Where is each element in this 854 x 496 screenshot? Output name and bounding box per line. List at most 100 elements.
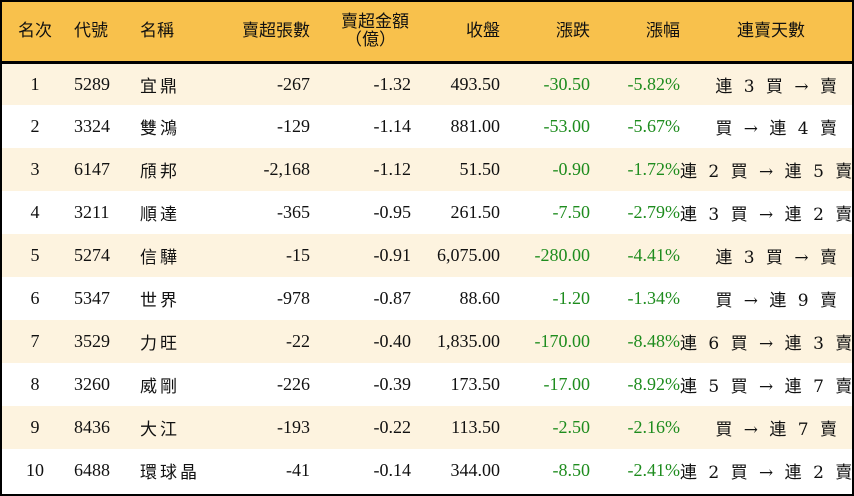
header-name: 名稱 xyxy=(136,2,218,64)
header-row: 名次 代號 名稱 賣超張數 賣超金額 （億） 收盤 漲跌 漲幅 連賣天數 xyxy=(2,2,852,64)
cell-change-pct: -8.48% xyxy=(627,331,681,351)
cell-code: 3324 xyxy=(74,116,110,136)
table-row: 3 6147 頎邦 -2,168 -1.12 51.50 -0.90 -1.72… xyxy=(2,148,852,191)
cell-change: -1.20 xyxy=(552,288,591,308)
cell-change-pct: -4.41% xyxy=(627,245,681,265)
header-sell-amount: 賣超金額 （億） xyxy=(310,2,411,64)
cell-sell-shares: -226 xyxy=(277,374,310,394)
cell-name: 環球晶 xyxy=(140,463,200,483)
cell-rank: 3 xyxy=(30,159,40,179)
cell-streak: 連 2 買 → 連 2 賣 xyxy=(680,463,854,483)
table-row: 8 3260 威剛 -226 -0.39 173.50 -17.00 -8.92… xyxy=(2,363,852,406)
cell-code: 6488 xyxy=(74,460,110,480)
cell-sell-shares: -267 xyxy=(277,73,310,94)
cell-sell-amount: -0.22 xyxy=(373,417,412,437)
cell-name: 順達 xyxy=(140,205,180,225)
cell-code: 3211 xyxy=(74,202,110,222)
cell-name: 信驊 xyxy=(140,248,180,268)
header-sell-amount-line2: （億） xyxy=(345,30,396,51)
cell-close: 261.50 xyxy=(450,202,501,222)
cell-change: -53.00 xyxy=(543,116,591,136)
cell-sell-shares: -365 xyxy=(277,202,310,222)
cell-close: 6,075.00 xyxy=(437,245,500,265)
cell-sell-amount: -0.39 xyxy=(373,374,412,394)
cell-change: -0.90 xyxy=(552,159,591,179)
cell-rank: 8 xyxy=(30,374,40,394)
cell-rank: 7 xyxy=(30,331,40,351)
cell-streak: 連 3 買 → 連 2 賣 xyxy=(680,205,854,225)
table-row: 7 3529 力旺 -22 -0.40 1,835.00 -170.00 -8.… xyxy=(2,320,852,363)
cell-name: 大江 xyxy=(140,420,180,440)
header-change: 漲跌 xyxy=(500,2,590,64)
cell-rank: 10 xyxy=(26,460,44,480)
cell-sell-amount: -1.32 xyxy=(373,73,412,94)
cell-code: 3260 xyxy=(74,374,110,394)
cell-close: 113.50 xyxy=(451,417,500,437)
cell-sell-amount: -0.87 xyxy=(373,288,412,308)
table-row: 2 3324 雙鴻 -129 -1.14 881.00 -53.00 -5.67… xyxy=(2,105,852,148)
cell-close: 51.50 xyxy=(459,159,501,179)
cell-sell-shares: -129 xyxy=(277,116,310,136)
cell-change: -170.00 xyxy=(534,331,591,351)
cell-sell-amount: -1.12 xyxy=(373,159,412,179)
cell-streak: 買 → 連 4 賣 xyxy=(715,119,840,139)
cell-name: 頎邦 xyxy=(140,162,180,182)
cell-code: 8436 xyxy=(74,417,110,437)
cell-change-pct: -5.67% xyxy=(627,116,681,136)
cell-streak: 買 → 連 9 賣 xyxy=(715,291,840,311)
cell-streak: 連 5 買 → 連 7 賣 xyxy=(680,377,854,397)
cell-streak: 連 6 買 → 連 3 賣 xyxy=(680,334,854,354)
cell-sell-shares: -15 xyxy=(286,245,310,265)
cell-change-pct: -8.92% xyxy=(627,374,681,394)
cell-rank: 1 xyxy=(30,73,40,94)
cell-name: 力旺 xyxy=(140,334,180,354)
header-streak: 連賣天數 xyxy=(680,2,852,64)
cell-change: -2.50 xyxy=(552,417,591,437)
cell-sell-amount: -0.40 xyxy=(373,331,412,351)
cell-change: -8.50 xyxy=(552,460,591,480)
header-sell-amount-line1: 賣超金額 xyxy=(341,12,409,33)
cell-streak: 連 3 買 → 賣 xyxy=(715,76,840,97)
cell-change: -17.00 xyxy=(543,374,591,394)
cell-change: -7.50 xyxy=(552,202,591,222)
cell-sell-amount: -0.91 xyxy=(373,245,412,265)
table-row: 4 3211 順達 -365 -0.95 261.50 -7.50 -2.79%… xyxy=(2,191,852,234)
table-row: 10 6488 環球晶 -41 -0.14 344.00 -8.50 -2.41… xyxy=(2,449,852,492)
cell-change-pct: -1.34% xyxy=(627,288,681,308)
cell-change-pct: -1.72% xyxy=(627,159,681,179)
cell-sell-shares: -41 xyxy=(286,460,310,480)
cell-sell-amount: -0.95 xyxy=(373,202,412,222)
cell-close: 881.00 xyxy=(450,116,501,136)
cell-code: 5347 xyxy=(74,288,110,308)
table-row: 5 5274 信驊 -15 -0.91 6,075.00 -280.00 -4.… xyxy=(2,234,852,277)
cell-rank: 5 xyxy=(30,245,40,265)
cell-code: 6147 xyxy=(74,159,110,179)
cell-streak: 連 3 買 → 賣 xyxy=(715,248,840,268)
header-change-pct: 漲幅 xyxy=(590,2,680,64)
table-row: 9 8436 大江 -193 -0.22 113.50 -2.50 -2.16%… xyxy=(2,406,852,449)
cell-change: -30.50 xyxy=(543,73,591,94)
cell-sell-shares: -193 xyxy=(277,417,310,437)
header-code: 代號 xyxy=(68,2,136,64)
cell-sell-shares: -2,168 xyxy=(263,159,311,179)
table-row: 1 5289 宜鼎 -267 -1.32 493.50 -30.50 -5.82… xyxy=(2,62,852,105)
cell-code: 5274 xyxy=(74,245,110,265)
cell-close: 493.50 xyxy=(450,73,501,94)
cell-close: 88.60 xyxy=(459,288,501,308)
cell-sell-amount: -0.14 xyxy=(373,460,412,480)
cell-close: 1,835.00 xyxy=(437,331,500,351)
cell-streak: 連 2 買 → 連 5 賣 xyxy=(680,162,854,182)
header-rank: 名次 xyxy=(2,2,68,64)
cell-rank: 2 xyxy=(30,116,40,136)
cell-name: 宜鼎 xyxy=(140,76,180,97)
cell-rank: 4 xyxy=(30,202,40,222)
table-body: 1 5 2 8 9 宜鼎 -267 -1.32 493.50 -30.50 -5.82… xyxy=(2,62,852,492)
cell-rank: 9 xyxy=(30,417,40,437)
header-sell-shares: 賣超張數 xyxy=(218,2,310,64)
cell-sell-amount: -1.14 xyxy=(373,116,412,136)
cell-change-pct: -5.82% xyxy=(627,73,681,94)
cell-name: 威剛 xyxy=(140,377,180,397)
cell-name: 雙鴻 xyxy=(140,119,180,139)
cell-close: 173.50 xyxy=(450,374,501,394)
